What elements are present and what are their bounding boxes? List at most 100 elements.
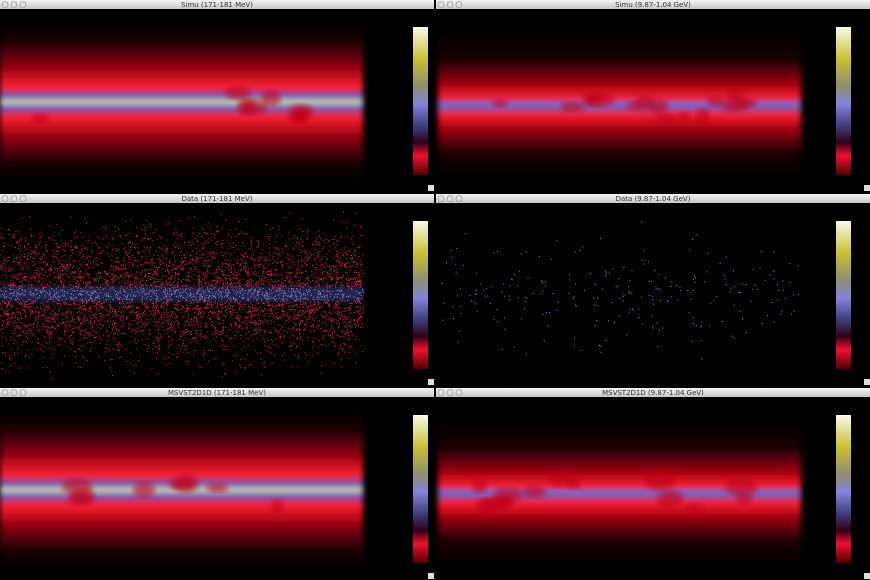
window-button[interactable] <box>19 195 27 202</box>
window-button[interactable] <box>10 195 18 202</box>
photon <box>19 259 21 261</box>
photon <box>333 242 335 244</box>
photon <box>333 331 335 333</box>
photon <box>137 323 139 324</box>
photon <box>333 304 335 306</box>
photon <box>255 332 257 334</box>
photon <box>88 267 89 269</box>
photon <box>162 326 164 328</box>
window-button[interactable] <box>437 1 445 8</box>
photon <box>353 320 355 322</box>
photon <box>37 327 39 329</box>
photon <box>77 305 79 307</box>
window[interactable]: Data (171-181 MeV) <box>0 194 434 387</box>
photon <box>317 325 319 327</box>
photon <box>298 243 300 245</box>
photon <box>228 264 230 266</box>
photon <box>167 322 169 324</box>
photon <box>84 308 86 310</box>
photon <box>163 311 165 313</box>
title-bar[interactable] <box>0 0 434 9</box>
photon <box>218 281 220 283</box>
photon <box>60 338 61 340</box>
photon <box>234 275 236 277</box>
photon <box>361 316 362 318</box>
photon <box>299 304 301 305</box>
photon <box>295 275 297 277</box>
photon <box>270 309 272 311</box>
window[interactable]: Simu (9.87-1.04 GeV) <box>436 0 870 193</box>
photon <box>172 326 174 328</box>
photon <box>248 278 250 280</box>
photon <box>302 306 304 308</box>
window-button[interactable] <box>1 195 9 202</box>
photon <box>199 311 201 313</box>
photon <box>185 279 187 281</box>
window-button[interactable] <box>1 1 9 8</box>
photon <box>18 278 20 280</box>
photon <box>43 262 45 264</box>
photon <box>236 318 238 320</box>
photon <box>126 306 128 308</box>
photon <box>339 277 341 279</box>
window-button[interactable] <box>446 1 454 8</box>
photon <box>7 257 9 259</box>
window-button[interactable] <box>10 1 18 8</box>
photon <box>60 304 61 306</box>
photon <box>218 230 220 232</box>
photon <box>117 268 119 270</box>
photon <box>353 349 355 351</box>
photon <box>122 309 124 311</box>
window-button[interactable] <box>455 1 463 8</box>
photon <box>151 276 153 278</box>
title-bar[interactable] <box>0 194 434 203</box>
photon <box>48 342 50 344</box>
photon <box>185 256 186 258</box>
photon <box>183 317 185 318</box>
photon <box>260 306 262 308</box>
photon <box>338 347 340 349</box>
photon <box>263 276 265 278</box>
photon <box>357 312 359 314</box>
photon <box>148 315 150 317</box>
photon <box>135 315 137 316</box>
photon <box>125 265 126 266</box>
title-bar[interactable] <box>436 0 870 9</box>
photon <box>220 304 222 306</box>
photon <box>51 326 53 327</box>
photon <box>173 282 175 284</box>
photon <box>291 279 293 281</box>
photon <box>345 316 347 318</box>
photon <box>135 329 137 331</box>
window[interactable]: Simu (171-181 MeV) <box>0 0 434 193</box>
photon <box>169 260 171 262</box>
resize-handle[interactable] <box>864 185 870 191</box>
photon <box>342 322 344 324</box>
photon <box>271 322 273 324</box>
window-button[interactable] <box>19 1 27 8</box>
photon <box>334 308 336 310</box>
photon <box>216 226 218 227</box>
photon <box>128 275 130 277</box>
photon <box>125 306 127 308</box>
photon <box>57 268 59 269</box>
photon <box>161 261 163 263</box>
photon <box>70 246 72 248</box>
photon <box>151 312 153 314</box>
photon <box>202 247 204 249</box>
photon <box>291 261 293 263</box>
photon <box>20 275 22 277</box>
photon <box>61 256 63 258</box>
photon <box>151 284 153 286</box>
photon <box>238 259 239 261</box>
photon <box>49 313 51 315</box>
photon <box>112 349 114 351</box>
photon <box>43 323 45 325</box>
photon <box>252 314 254 316</box>
photon <box>95 280 97 282</box>
photon <box>235 275 237 277</box>
photon <box>158 338 160 340</box>
resize-handle[interactable] <box>428 185 434 191</box>
photon <box>206 259 207 261</box>
photon <box>255 272 257 274</box>
